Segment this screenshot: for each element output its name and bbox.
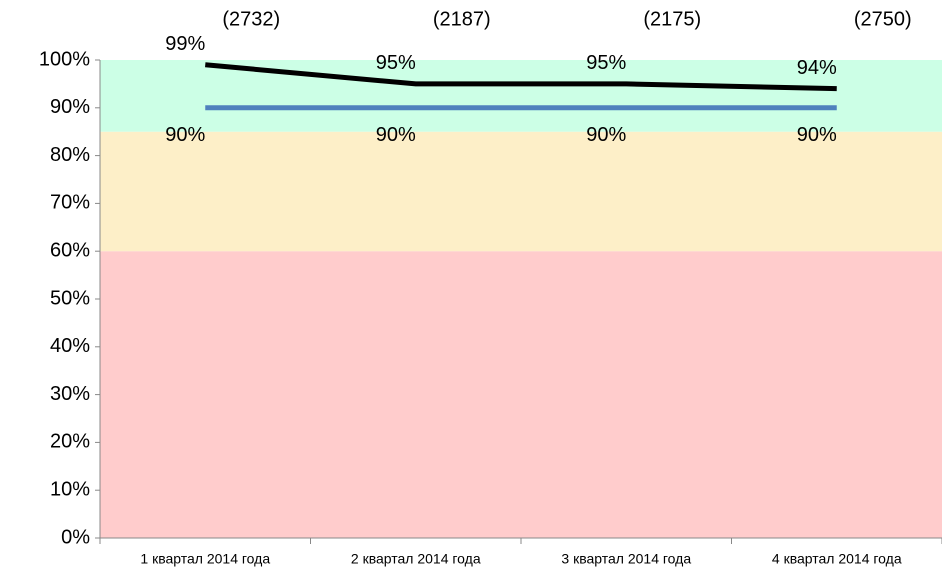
y-tick-label: 20% xyxy=(50,431,90,453)
value-label: 90% xyxy=(165,124,205,146)
band xyxy=(100,131,942,252)
annotation: (2187) xyxy=(433,8,491,30)
value-label: 99% xyxy=(165,33,205,55)
series-line xyxy=(205,62,837,92)
annotation: (2732) xyxy=(222,8,280,30)
value-label: 90% xyxy=(586,124,626,146)
x-tick-label: 3 квартал 2014 года xyxy=(561,551,691,567)
y-tick-label: 30% xyxy=(50,383,90,405)
y-tick-label: 80% xyxy=(50,144,90,166)
band xyxy=(100,60,942,132)
value-label: 94% xyxy=(797,57,837,79)
annotation: (2175) xyxy=(643,8,701,30)
y-tick-label: 70% xyxy=(50,192,90,214)
band xyxy=(100,251,942,538)
value-label: 90% xyxy=(797,124,837,146)
value-label: 90% xyxy=(376,124,416,146)
x-tick-label: 1 квартал 2014 года xyxy=(140,551,270,567)
y-tick-label: 40% xyxy=(50,335,90,357)
y-tick-label: 50% xyxy=(50,287,90,309)
y-tick-label: 100% xyxy=(39,48,90,70)
x-tick-label: 2 квартал 2014 года xyxy=(351,551,481,567)
y-tick-label: 90% xyxy=(50,96,90,118)
value-label: 95% xyxy=(376,52,416,74)
y-tick-label: 10% xyxy=(50,478,90,500)
annotation: (2750) xyxy=(854,8,912,30)
y-tick-label: 60% xyxy=(50,239,90,261)
value-label: 95% xyxy=(586,52,626,74)
x-tick-label: 4 квартал 2014 года xyxy=(772,551,902,567)
y-tick-label: 0% xyxy=(61,526,90,548)
